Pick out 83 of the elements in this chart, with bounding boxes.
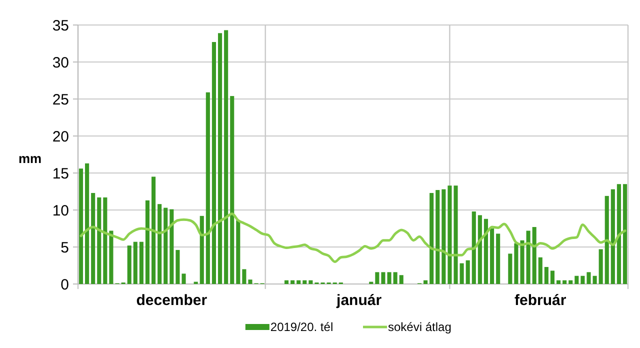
y-axis-title: mm bbox=[18, 151, 42, 166]
bar bbox=[393, 272, 398, 284]
y-tick-label: 35 bbox=[52, 17, 69, 34]
bar bbox=[290, 280, 295, 284]
bar bbox=[170, 209, 174, 284]
bar bbox=[610, 189, 615, 284]
bar bbox=[308, 280, 313, 284]
bar bbox=[78, 168, 84, 284]
bar bbox=[200, 216, 204, 284]
y-tick-label: 15 bbox=[52, 165, 69, 182]
bar bbox=[484, 218, 488, 284]
bar bbox=[133, 242, 138, 284]
x-tick-label: február bbox=[514, 292, 566, 309]
bar bbox=[454, 186, 458, 284]
bar bbox=[496, 234, 500, 284]
bar bbox=[381, 272, 386, 284]
bar bbox=[514, 243, 518, 284]
bar bbox=[436, 190, 440, 284]
bar bbox=[442, 189, 446, 284]
bar bbox=[230, 96, 234, 284]
bar bbox=[472, 211, 476, 284]
x-tick-label: december bbox=[136, 292, 208, 309]
bar bbox=[562, 280, 567, 284]
bar bbox=[158, 204, 162, 284]
bar bbox=[302, 280, 307, 284]
bar bbox=[375, 272, 380, 284]
legend-label: sokévi átlag bbox=[388, 320, 452, 334]
bar bbox=[387, 272, 392, 284]
bar bbox=[139, 242, 144, 284]
bar bbox=[568, 280, 573, 284]
y-tick-label: 25 bbox=[52, 91, 69, 108]
bar bbox=[206, 92, 210, 284]
bar bbox=[103, 197, 108, 284]
y-tick-label: 30 bbox=[52, 54, 69, 72]
bar bbox=[622, 184, 628, 284]
bar bbox=[127, 246, 132, 284]
bar bbox=[466, 260, 470, 284]
bar bbox=[152, 176, 156, 284]
bar bbox=[145, 200, 150, 284]
bar bbox=[242, 269, 246, 284]
bar bbox=[604, 196, 609, 284]
x-tick-label: január bbox=[336, 292, 382, 309]
bar bbox=[182, 274, 186, 284]
bar bbox=[97, 197, 102, 284]
bar bbox=[212, 42, 216, 284]
bar bbox=[85, 163, 90, 284]
bar bbox=[236, 220, 240, 284]
legend-label: 2019/20. tél bbox=[270, 320, 334, 334]
y-tick-label: 20 bbox=[52, 128, 69, 146]
bar bbox=[176, 250, 180, 284]
bar bbox=[109, 230, 114, 284]
bar bbox=[478, 215, 482, 284]
bar bbox=[580, 276, 585, 284]
bar bbox=[460, 263, 464, 284]
bar bbox=[91, 192, 96, 284]
bar bbox=[224, 30, 228, 284]
bar bbox=[296, 280, 301, 284]
bar bbox=[532, 227, 536, 284]
bar bbox=[616, 184, 621, 284]
bar bbox=[556, 280, 561, 284]
bar bbox=[284, 280, 289, 284]
bar bbox=[520, 240, 524, 284]
bar bbox=[430, 192, 434, 284]
bar bbox=[248, 280, 252, 284]
bar bbox=[399, 275, 404, 284]
bar bbox=[592, 276, 597, 284]
bar bbox=[586, 272, 591, 284]
line-series bbox=[80, 212, 626, 264]
bar bbox=[508, 254, 512, 284]
bar bbox=[526, 230, 530, 284]
bar bbox=[424, 280, 428, 284]
y-tick-label: 5 bbox=[60, 239, 69, 256]
bar bbox=[218, 33, 222, 284]
bar bbox=[164, 208, 168, 284]
bar bbox=[550, 270, 554, 284]
y-tick-label: 0 bbox=[60, 276, 69, 294]
bar bbox=[544, 266, 548, 284]
y-tick-label: 10 bbox=[52, 202, 69, 220]
bar bbox=[574, 276, 579, 284]
bar bbox=[598, 249, 603, 284]
bar bbox=[448, 186, 452, 284]
bar bbox=[538, 257, 542, 284]
bar bbox=[490, 228, 494, 284]
